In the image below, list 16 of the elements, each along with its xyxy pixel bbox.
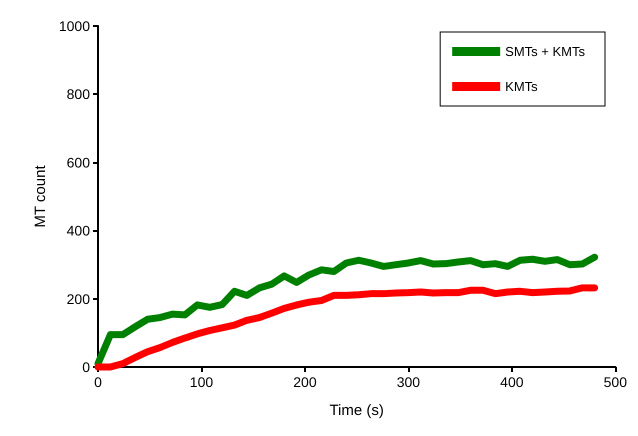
x-tick-label: 100 (190, 374, 214, 390)
x-axis-title: Time (s) (329, 402, 384, 419)
y-tick-label: 400 (66, 222, 90, 239)
x-tick-label: 200 (293, 374, 317, 390)
y-tick-label: 600 (66, 154, 90, 170)
x-tick-label: 0 (94, 374, 102, 390)
x-tick-label: 400 (500, 374, 524, 390)
y-tick-label: 1000 (58, 18, 90, 34)
x-tick-label: 300 (396, 374, 420, 390)
y-tick-label: 200 (66, 290, 90, 307)
y-tick-label: 800 (66, 86, 90, 102)
x-tick-label: 500 (604, 374, 628, 390)
legend-label: SMTs + KMTs (505, 44, 586, 59)
y-axis-title: MT count (32, 164, 49, 228)
y-tick-label: 0 (82, 359, 90, 375)
legend-label: KMTs (505, 79, 538, 94)
